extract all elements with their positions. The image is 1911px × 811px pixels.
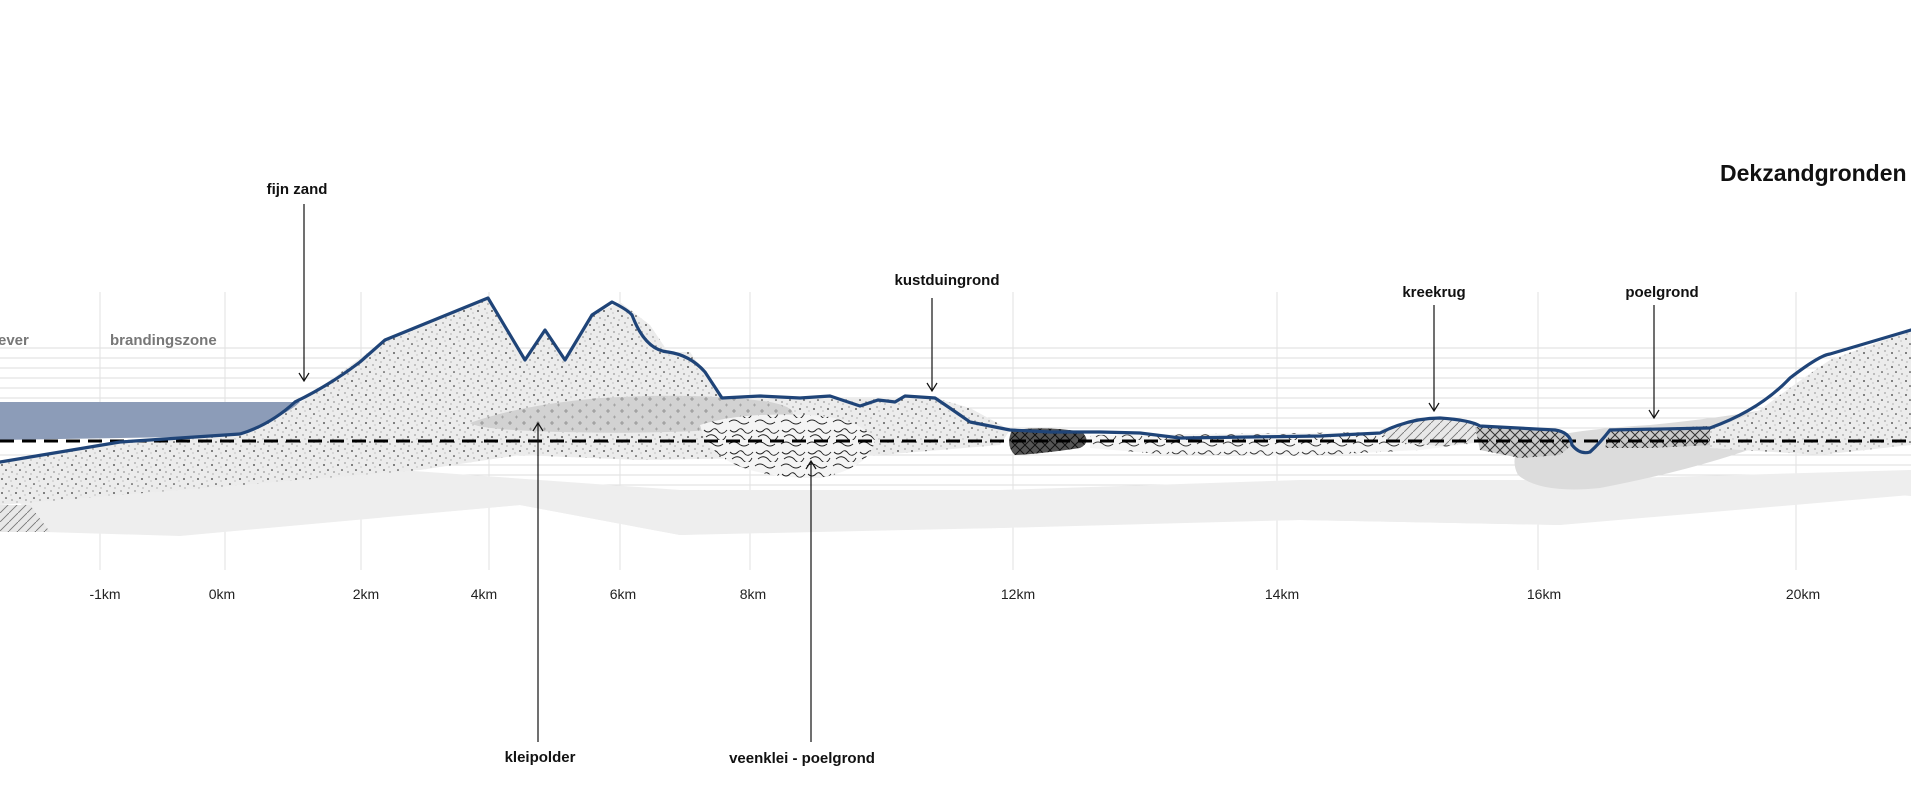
- tick-label: 12km: [1001, 586, 1035, 602]
- tick-label: 8km: [740, 586, 766, 602]
- tick-label: 4km: [471, 586, 497, 602]
- tick-label: 16km: [1527, 586, 1561, 602]
- tick-label: 14km: [1265, 586, 1299, 602]
- zone-label-surf: brandingszone: [110, 332, 217, 349]
- tick-label: 6km: [610, 586, 636, 602]
- diagram-title: Dekzandgronden: [1720, 160, 1907, 186]
- tick-label: 0km: [209, 586, 235, 602]
- km-axis-labels: -1km 0km 2km 4km 6km 8km 12km 14km 16km …: [89, 586, 1820, 602]
- label-kleipolder: kleipolder: [505, 749, 576, 766]
- tick-label: -1km: [89, 586, 120, 602]
- tick-label: 20km: [1786, 586, 1820, 602]
- annotation-arrows: [298, 204, 1660, 742]
- label-kreekrug: kreekrug: [1402, 284, 1465, 301]
- peat-clay-lens: [700, 414, 875, 478]
- hatched-block: [0, 505, 50, 532]
- sand-right-rise: [1710, 330, 1911, 455]
- label-fijn-zand: fijn zand: [267, 181, 328, 198]
- sea: [0, 402, 300, 440]
- label-veenklei-poelgrond: veenklei - poelgrond: [729, 750, 875, 767]
- surface-profile-line: [0, 296, 1911, 464]
- zone-label-left: ever: [0, 332, 29, 349]
- label-kustduingrond: kustduingrond: [895, 272, 1000, 289]
- label-poelgrond: poelgrond: [1625, 284, 1698, 301]
- subsoil-base: [0, 470, 1911, 536]
- creek-ridge-band: [1380, 418, 1500, 446]
- tick-label: 2km: [353, 586, 379, 602]
